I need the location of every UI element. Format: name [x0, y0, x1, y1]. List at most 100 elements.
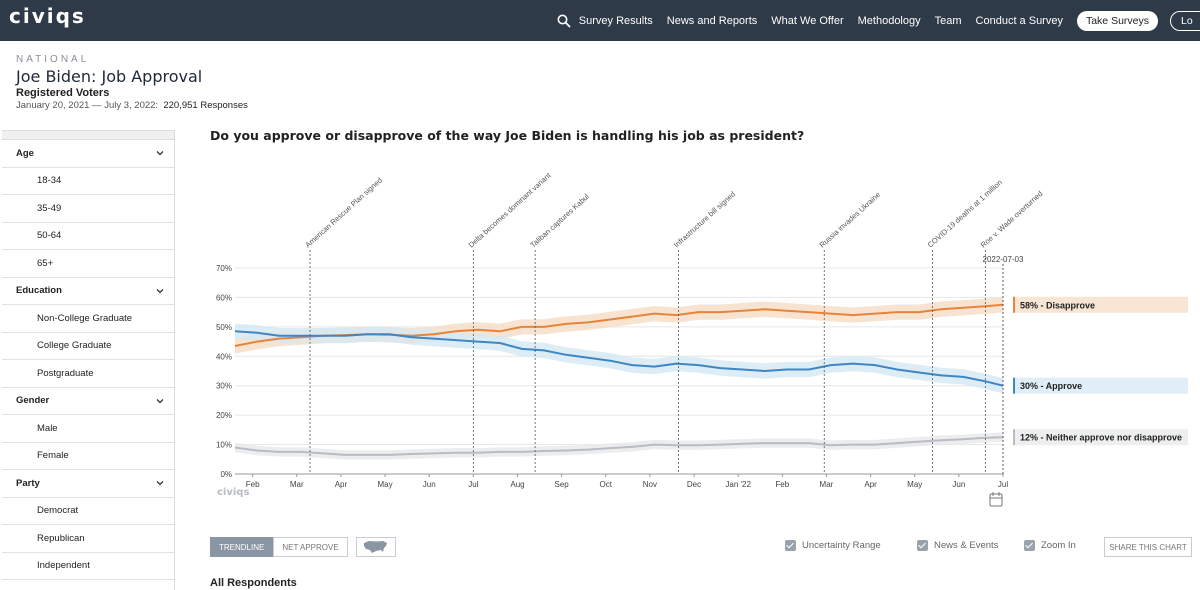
sidebar-item-35-49[interactable]: 35-49: [2, 195, 174, 223]
y-tick-label: 40%: [216, 352, 232, 361]
chevron-down-icon: [156, 481, 164, 486]
sidebar-item-female[interactable]: Female: [2, 443, 174, 470]
checkbox-checked-icon: [1024, 540, 1035, 551]
news-events-label: News & Events: [934, 540, 999, 551]
x-tick-label: Oct: [600, 480, 613, 489]
nav-links: Survey Results News and Reports What We …: [557, 0, 1200, 41]
search-icon[interactable]: [557, 14, 571, 28]
y-tick-label: 20%: [216, 411, 232, 420]
event-label: Taliban captures Kabul: [528, 192, 591, 250]
date-range: January 20, 2021 — July 3, 2022: 220,951…: [16, 100, 248, 111]
event-label: Infrastructure bill signed: [672, 190, 737, 250]
login-button[interactable]: Lo: [1170, 10, 1200, 31]
sidebar-group-label: Party: [16, 477, 40, 489]
nav-methodology[interactable]: Methodology: [857, 14, 921, 27]
x-tick-label: Aug: [510, 480, 524, 489]
x-tick-label: Mar: [820, 480, 834, 489]
zoom-in-toggle[interactable]: Zoom In: [1024, 540, 1076, 551]
x-tick-label: Dec: [687, 480, 701, 489]
share-chart-button[interactable]: SHARE THIS CHART: [1104, 537, 1192, 557]
x-tick-label: Sep: [555, 480, 570, 489]
y-tick-label: 50%: [216, 323, 232, 332]
y-tick-label: 30%: [216, 382, 232, 391]
chart-mode-controls: TRENDLINE NET APPROVE: [210, 537, 396, 557]
x-tick-label: Mar: [290, 480, 304, 489]
chart-watermark: civiqs: [217, 487, 249, 498]
checkbox-checked-icon: [917, 540, 928, 551]
uncertainty-band: [235, 323, 1003, 394]
x-tick-label: Nov: [643, 480, 657, 489]
survey-question: Do you approve or disapprove of the way …: [210, 128, 805, 143]
series-end-label-bg: [1013, 296, 1188, 313]
sidebar-header: [2, 131, 174, 140]
series-end-label-marker: [1013, 377, 1015, 394]
map-view-button[interactable]: [355, 537, 396, 557]
nav-what-we-offer[interactable]: What We Offer: [771, 14, 844, 27]
sidebar-item-male[interactable]: Male: [2, 415, 174, 443]
sidebar-group-label: Gender: [16, 395, 50, 407]
event-label: American Rescue Plan signed: [303, 176, 384, 250]
y-tick-label: 60%: [216, 293, 232, 302]
nav-news-and-reports[interactable]: News and Reports: [666, 14, 758, 27]
series-end-label-marker: [1013, 296, 1015, 313]
sidebar-item-republican[interactable]: Republican: [2, 525, 174, 553]
end-date-label: 2022-07-03: [983, 255, 1024, 264]
approval-chart: 0% 10% 20% 30% 40% 50% 60% 70% Feb Mar Apr May Jun Ju…: [216, 170, 1188, 507]
us-map-icon: [363, 541, 387, 553]
x-tick-label: Jun: [423, 480, 436, 489]
take-surveys-button[interactable]: Take Surveys: [1076, 10, 1158, 31]
x-tick-label: Jan '22: [725, 480, 751, 489]
x-tick-label: Apr: [335, 480, 348, 489]
section-title: All Respondents: [210, 577, 297, 589]
chevron-down-icon: [156, 151, 164, 156]
nav-conduct-a-survey[interactable]: Conduct a Survey: [975, 14, 1063, 27]
sidebar-group-label: Age: [16, 147, 34, 159]
x-tick-label: May: [907, 480, 922, 489]
population-label: Registered Voters: [16, 87, 110, 99]
x-tick-label: Feb: [775, 480, 789, 489]
series-line: [234, 330, 1004, 387]
sidebar-item-postgraduate[interactable]: Postgraduate: [2, 360, 174, 388]
y-tick-label: 10%: [216, 441, 232, 450]
filter-sidebar: Age 18-34 35-49 50-64 65+ Education Non-…: [2, 130, 175, 590]
nav-team[interactable]: Team: [934, 14, 962, 27]
series-end-label-bg: [1013, 377, 1188, 394]
page-header: NATIONAL Joe Biden: Job Approval Registe…: [16, 54, 248, 111]
sidebar-group-education[interactable]: Education: [2, 278, 174, 305]
x-tick-label: Jun: [952, 480, 965, 489]
civiqs-logo[interactable]: civiqs: [9, 4, 86, 28]
series-end-label-marker: [1013, 429, 1015, 446]
y-tick-label: 0%: [220, 470, 232, 479]
series-line: [234, 436, 1004, 456]
chevron-down-icon: [156, 398, 164, 403]
sidebar-group-party[interactable]: Party: [2, 470, 174, 498]
trendline-button[interactable]: TRENDLINE: [210, 537, 274, 557]
uncertainty-toggle[interactable]: Uncertainty Range: [785, 540, 881, 551]
net-approve-button[interactable]: NET APPROVE: [273, 537, 348, 557]
sidebar-item-college[interactable]: College Graduate: [2, 333, 174, 360]
event-label: Russia invades Ukraine: [818, 190, 883, 249]
x-tick-label: May: [378, 480, 393, 489]
sidebar-item-independent[interactable]: Independent: [2, 553, 174, 580]
sidebar-item-non-college[interactable]: Non-College Graduate: [2, 305, 174, 333]
scope-label: NATIONAL: [16, 54, 90, 65]
nav-survey-results[interactable]: Survey Results: [578, 14, 653, 27]
sidebar-group-gender[interactable]: Gender: [2, 388, 174, 415]
series-end-label: 12% - Neither approve nor disapprove: [1020, 433, 1182, 443]
uncertainty-label: Uncertainty Range: [802, 540, 881, 551]
news-events-toggle[interactable]: News & Events: [917, 540, 998, 551]
sidebar-item-18-34[interactable]: 18-34: [2, 168, 174, 195]
series-end-label-bg: [1013, 429, 1188, 446]
calendar-icon[interactable]: [989, 492, 1003, 507]
uncertainty-band: [235, 297, 1003, 354]
zoom-in-label: Zoom In: [1041, 540, 1076, 551]
sidebar-group-label: Education: [16, 285, 62, 297]
page-title: Joe Biden: Job Approval: [16, 67, 203, 86]
series-end-label: 58% - Disapprove: [1020, 300, 1095, 310]
x-tick-label: Feb: [246, 480, 260, 489]
sidebar-group-age[interactable]: Age: [2, 140, 174, 168]
sidebar-item-50-64[interactable]: 50-64: [2, 223, 174, 250]
series-end-label: 30% - Approve: [1020, 381, 1082, 391]
sidebar-item-democrat[interactable]: Democrat: [2, 498, 174, 525]
sidebar-item-65-plus[interactable]: 65+: [2, 250, 174, 278]
